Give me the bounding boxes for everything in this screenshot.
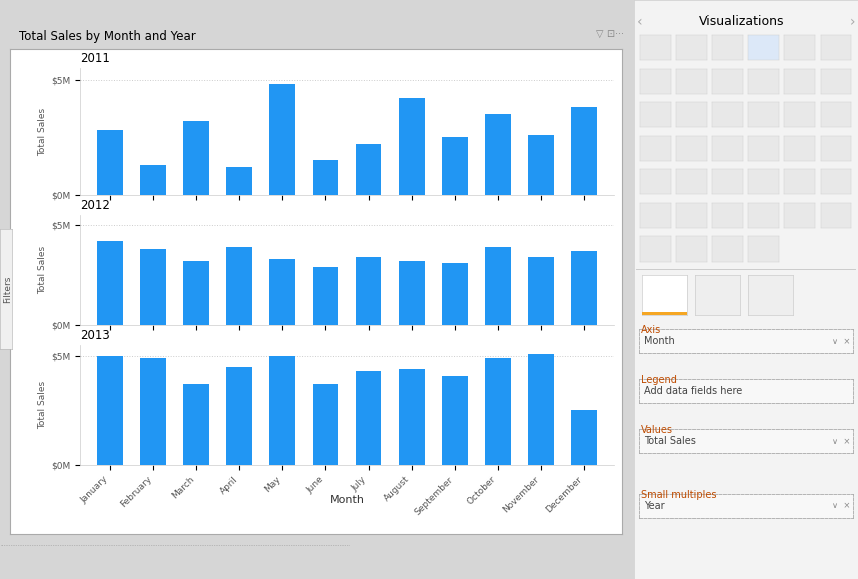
Text: ∨  ×: ∨ × [831,336,850,346]
Text: ⊡: ⊡ [606,29,614,39]
Text: Month: Month [644,336,674,346]
Bar [141,165,166,195]
Text: Total Sales: Total Sales [644,436,696,446]
Y-axis label: Total Sales: Total Sales [38,381,47,429]
Bar [269,259,295,325]
Text: ∨  ×: ∨ × [831,437,850,445]
Bar [528,354,553,465]
Bar [141,249,166,325]
Bar [269,84,295,195]
Text: ›: › [849,15,855,29]
Bar [485,247,511,325]
Bar [97,241,123,325]
Bar [399,369,425,465]
Text: 2011: 2011 [80,52,110,65]
Bar [269,356,295,465]
Bar [399,98,425,195]
Bar [442,263,468,325]
Bar [184,121,209,195]
Text: Filters: Filters [3,275,13,303]
Text: Total Sales by Month and Year: Total Sales by Month and Year [19,30,196,43]
Text: Values: Values [641,425,673,435]
Bar [571,107,597,195]
Bar [355,257,382,325]
Text: 2013: 2013 [80,329,110,342]
Bar [355,144,382,195]
Bar [528,257,553,325]
Bar [571,251,597,325]
Text: Add data fields here: Add data fields here [644,386,742,396]
Text: ∨  ×: ∨ × [831,501,850,511]
Text: ‹: ‹ [637,15,643,29]
Bar [227,367,252,465]
Bar [227,167,252,195]
Text: Legend: Legend [641,375,677,385]
Bar [571,411,597,465]
Y-axis label: Total Sales: Total Sales [38,108,47,156]
Bar [312,160,338,195]
Text: Visualizations: Visualizations [698,15,784,28]
Bar [97,130,123,195]
Text: Small multiples: Small multiples [641,490,716,500]
Text: ▽: ▽ [596,29,604,39]
Bar [97,356,123,465]
Text: Year: Year [644,501,665,511]
Text: ................................................................................: ........................................… [0,541,350,547]
Bar [312,384,338,465]
Text: Month: Month [329,495,365,505]
Bar [141,358,166,465]
Bar [227,247,252,325]
Bar [442,376,468,465]
Bar [399,261,425,325]
Bar [355,371,382,465]
Text: ···: ··· [615,29,625,39]
Bar [485,358,511,465]
Text: Axis: Axis [641,325,662,335]
Bar [442,137,468,195]
Y-axis label: Total Sales: Total Sales [38,246,47,294]
Bar [528,135,553,195]
Bar [184,261,209,325]
Text: 2012: 2012 [80,199,110,212]
Bar [485,114,511,195]
Bar [184,384,209,465]
Bar [312,267,338,325]
